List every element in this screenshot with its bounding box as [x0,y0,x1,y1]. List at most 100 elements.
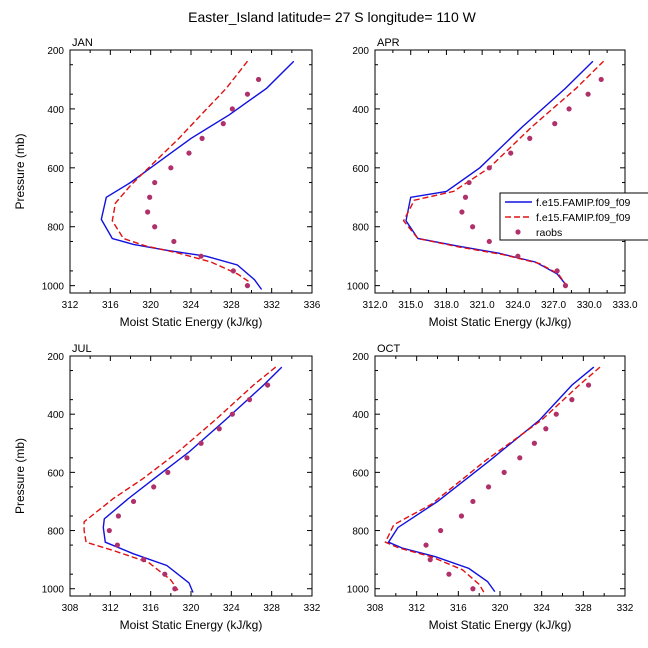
plot-frame [374,355,626,597]
raobs-point [585,382,592,388]
x-tick-label: 328 [575,603,592,614]
raobs-point [216,426,222,432]
raobs-point [199,135,205,141]
y-tick-label: 600 [352,164,369,175]
x-tick-label: 332 [304,603,321,614]
panel-title: JUL [72,343,92,355]
raobs-point [501,469,507,475]
x-tick-label: 316 [450,603,467,614]
raobs-point [508,150,514,156]
x-tick-label: 327.0 [541,300,566,311]
raobs-point [246,397,253,403]
raobs-point [543,426,549,432]
raobs-point [165,469,171,475]
raobs-point [585,91,591,97]
x-tick-label: 324.0 [505,300,530,311]
figure-title: Easter_Island latitude= 27 S longitude= … [188,9,476,25]
legend-label: raobs [536,227,562,239]
y-tick-label: 200 [47,352,64,363]
y-tick-label: 800 [352,223,369,234]
raobs-point [141,557,147,563]
raobs-point [114,542,120,548]
x-tick-label: 312 [102,603,119,614]
raobs-point [554,268,560,274]
series-line-model-b [83,366,277,591]
plot-area [384,366,601,594]
raobs-point [171,238,177,245]
raobs-point [145,209,151,215]
plot-area [100,60,295,290]
x-tick-label: 320 [183,603,200,614]
x-tick-label: 332 [617,603,634,614]
raobs-point [423,542,429,548]
x-axis-label: Moist Static Energy (kJ/kg) [429,618,572,632]
panel-oct: OCT 308 312 316 320 324 328 332 200 400 600 800 1000… [347,343,634,632]
raobs-point [220,121,226,127]
x-tick-label: 312 [408,603,425,614]
raobs-point [438,527,444,534]
series-line-model-b [402,60,605,285]
y-tick-label: 600 [47,468,64,479]
panel-jan: JAN 312 316 320 324 328 332 336 200 400 600 800 1000… [13,37,321,329]
y-tick-label: 1000 [347,585,370,596]
y-tick-label: 400 [352,105,369,116]
plot-area [83,366,283,593]
x-axis-label: Moist Static Energy (kJ/kg) [429,315,572,329]
raobs-point [552,121,558,127]
raobs-point [566,106,572,112]
raobs-point [255,76,262,83]
raobs-point [531,440,537,446]
panel-jul: JUL 308 312 316 320 324 328 332 200 400 600 800 1000… [13,343,321,632]
panel-title: OCT [377,343,401,355]
raobs-point [427,557,433,563]
y-tick-label: 200 [352,46,369,57]
y-tick-label: 200 [47,46,64,57]
raobs-point [244,283,251,289]
raobs-point [517,455,523,461]
raobs-point [470,498,476,505]
x-axis-label: Moist Static Energy (kJ/kg) [120,618,263,632]
raobs-point [527,135,533,141]
raobs-point [152,224,158,230]
raobs-point [230,268,236,274]
panels: JAN 312 316 320 324 328 332 336 200 400 600 800 1000… [13,37,638,632]
y-tick-label: 400 [47,410,64,421]
y-axis-label: Pressure (mb) [13,438,27,514]
x-tick-label: 308 [367,603,384,614]
raobs-point [184,455,190,461]
raobs-point [446,571,452,577]
plot-area [402,60,605,289]
series-line-model-a [102,366,283,593]
y-tick-label: 600 [47,164,64,175]
raobs-point [485,484,492,490]
series-line-model-a [387,366,595,593]
raobs-point [229,106,235,112]
y-tick-label: 400 [352,410,369,421]
raobs-point [151,484,157,490]
raobs-point [466,179,472,186]
raobs-point [470,224,476,230]
legend: f.e15.FAMIP.f09_f09 f.e15.FAMIP.f09_f09ra… [499,192,648,241]
plot-frame [69,355,313,597]
x-tick-label: 320 [492,603,509,614]
x-tick-label: 320 [142,300,159,311]
series-line-model-b [384,366,601,594]
y-tick-label: 1000 [42,282,65,293]
raobs-point [598,76,604,83]
raobs-point [106,527,112,534]
raobs-point [553,411,559,417]
y-tick-label: 800 [352,527,369,538]
raobs-point [186,150,192,156]
x-tick-label: 321.0 [470,300,495,311]
x-tick-label: 324 [533,603,550,614]
raobs-point [470,586,476,592]
raobs-point [265,382,271,388]
y-tick-label: 1000 [347,282,370,293]
raobs-point [569,397,575,403]
raobs-point [198,440,204,446]
x-tick-label: 328 [223,300,240,311]
raobs-point [147,194,153,200]
raobs-point [458,513,465,519]
series-line-model-b [111,60,251,284]
